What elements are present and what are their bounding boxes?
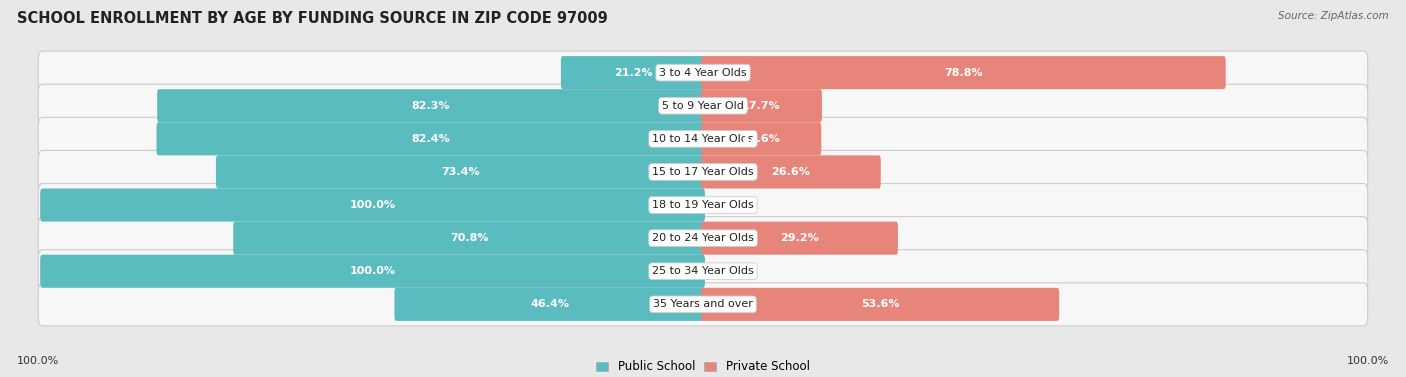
FancyBboxPatch shape: [702, 122, 821, 155]
FancyBboxPatch shape: [561, 56, 704, 89]
FancyBboxPatch shape: [702, 222, 898, 255]
FancyBboxPatch shape: [233, 222, 704, 255]
Text: 35 Years and over: 35 Years and over: [652, 299, 754, 310]
FancyBboxPatch shape: [702, 288, 1059, 321]
FancyBboxPatch shape: [38, 84, 1368, 127]
Text: 17.6%: 17.6%: [742, 134, 780, 144]
FancyBboxPatch shape: [38, 250, 1368, 293]
Legend: Public School, Private School: Public School, Private School: [592, 356, 814, 377]
Text: 18 to 19 Year Olds: 18 to 19 Year Olds: [652, 200, 754, 210]
FancyBboxPatch shape: [38, 51, 1368, 94]
Text: 46.4%: 46.4%: [530, 299, 569, 310]
FancyBboxPatch shape: [38, 283, 1368, 326]
Text: 70.8%: 70.8%: [450, 233, 488, 243]
FancyBboxPatch shape: [702, 155, 880, 188]
Text: 10 to 14 Year Olds: 10 to 14 Year Olds: [652, 134, 754, 144]
Text: 3 to 4 Year Olds: 3 to 4 Year Olds: [659, 67, 747, 78]
FancyBboxPatch shape: [702, 89, 823, 122]
FancyBboxPatch shape: [395, 288, 704, 321]
Text: 100.0%: 100.0%: [17, 356, 59, 366]
Text: 26.6%: 26.6%: [772, 167, 810, 177]
FancyBboxPatch shape: [41, 188, 704, 222]
Text: 53.6%: 53.6%: [860, 299, 900, 310]
Text: 100.0%: 100.0%: [350, 266, 395, 276]
FancyBboxPatch shape: [38, 184, 1368, 227]
Text: 15 to 17 Year Olds: 15 to 17 Year Olds: [652, 167, 754, 177]
Text: 82.3%: 82.3%: [412, 101, 450, 111]
Text: 73.4%: 73.4%: [441, 167, 479, 177]
Text: Source: ZipAtlas.com: Source: ZipAtlas.com: [1278, 11, 1389, 21]
FancyBboxPatch shape: [41, 255, 704, 288]
Text: 25 to 34 Year Olds: 25 to 34 Year Olds: [652, 266, 754, 276]
FancyBboxPatch shape: [38, 117, 1368, 160]
Text: 17.7%: 17.7%: [742, 101, 780, 111]
Text: 21.2%: 21.2%: [613, 67, 652, 78]
Text: SCHOOL ENROLLMENT BY AGE BY FUNDING SOURCE IN ZIP CODE 97009: SCHOOL ENROLLMENT BY AGE BY FUNDING SOUR…: [17, 11, 607, 26]
Text: 20 to 24 Year Olds: 20 to 24 Year Olds: [652, 233, 754, 243]
Text: 82.4%: 82.4%: [412, 134, 450, 144]
Text: 100.0%: 100.0%: [350, 200, 395, 210]
Text: 5 to 9 Year Old: 5 to 9 Year Old: [662, 101, 744, 111]
FancyBboxPatch shape: [702, 56, 1226, 89]
FancyBboxPatch shape: [156, 122, 704, 155]
FancyBboxPatch shape: [38, 150, 1368, 193]
Text: 100.0%: 100.0%: [1347, 356, 1389, 366]
FancyBboxPatch shape: [217, 155, 704, 188]
Text: 78.8%: 78.8%: [943, 67, 983, 78]
FancyBboxPatch shape: [157, 89, 704, 122]
Text: 29.2%: 29.2%: [780, 233, 818, 243]
FancyBboxPatch shape: [38, 217, 1368, 260]
